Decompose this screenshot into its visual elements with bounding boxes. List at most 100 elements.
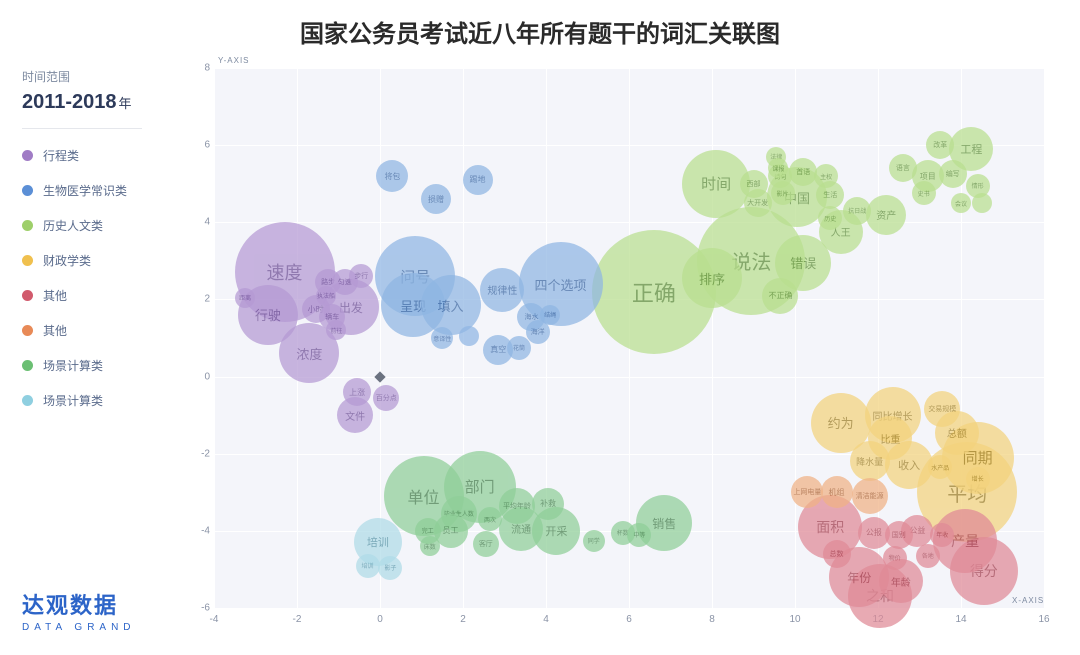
legend-item: 其他: [22, 287, 186, 304]
y-tick: -6: [196, 603, 210, 614]
bubble[interactable]: 各地: [916, 544, 940, 568]
bubble[interactable]: 将包: [376, 160, 408, 192]
legend-item: 场景计算类: [22, 392, 186, 409]
gridline-h: [214, 222, 1044, 223]
sidebar: 时间范围 2011-2018年 行程类生物医学常识类历史人文类财政学类其他其他场…: [0, 60, 186, 655]
bubble[interactable]: 客厅: [473, 531, 499, 557]
legend: 行程类生物医学常识类历史人文类财政学类其他其他场景计算类场景计算类: [22, 147, 186, 409]
bubble[interactable]: 影片: [771, 181, 795, 205]
bubble[interactable]: 抗日战: [843, 197, 871, 225]
legend-label: 其他: [43, 287, 67, 304]
bubble[interactable]: 国别: [885, 521, 913, 549]
bubble[interactable]: 总数: [823, 540, 851, 568]
bubble[interactable]: 课报: [768, 158, 788, 178]
legend-item: 财政学类: [22, 252, 186, 269]
bubble[interactable]: 花筒: [507, 336, 531, 360]
y-tick: 0: [196, 371, 210, 382]
bubble[interactable]: [459, 326, 479, 346]
time-range-label: 时间范围: [22, 68, 186, 85]
y-tick: 8: [196, 63, 210, 74]
bubble[interactable]: 会议: [951, 193, 971, 213]
bubble[interactable]: 降水量: [850, 441, 890, 481]
bubble[interactable]: 损赠: [421, 184, 451, 214]
gridline-v: [1044, 68, 1045, 608]
legend-label: 历史人文类: [43, 217, 103, 234]
gridline-h: [214, 608, 1044, 609]
x-axis-label: X-AXIS: [1012, 596, 1044, 605]
gridline-h: [214, 68, 1044, 69]
bubble[interactable]: 平均年龄: [499, 488, 535, 524]
bubble[interactable]: 执法船: [316, 286, 336, 306]
bubble[interactable]: 踢地: [463, 165, 493, 195]
main-layout: 时间范围 2011-2018年 行程类生物医学常识类历史人文类财政学类其他其他场…: [0, 60, 1080, 655]
bubble[interactable]: 资产: [866, 195, 906, 235]
bubble[interactable]: 大开发: [744, 189, 772, 217]
y-axis-label: Y-AXIS: [218, 56, 250, 65]
bubble[interactable]: 排序: [682, 248, 742, 308]
y-tick: -2: [196, 448, 210, 459]
bubble[interactable]: 百分点: [373, 385, 399, 411]
bubble[interactable]: 影子: [378, 556, 402, 580]
legend-item: 行程类: [22, 147, 186, 164]
legend-label: 生物医学常识类: [43, 182, 127, 199]
bubble[interactable]: 上网电量: [791, 476, 823, 508]
bubble[interactable]: 年收: [930, 523, 954, 547]
x-tick: 4: [543, 614, 549, 625]
bubble[interactable]: 前往: [326, 320, 346, 340]
legend-item: 生物医学常识类: [22, 182, 186, 199]
bubble[interactable]: 不正确: [762, 278, 798, 314]
bubble[interactable]: 物价: [883, 546, 907, 570]
bubble[interactable]: 同学: [583, 530, 605, 552]
y-tick: 2: [196, 294, 210, 305]
bubble[interactable]: 意译性: [431, 327, 453, 349]
legend-dot: [22, 395, 33, 406]
bubble[interactable]: [972, 193, 992, 213]
bubble[interactable]: 培训: [356, 554, 380, 578]
x-tick: 10: [789, 614, 800, 625]
legend-dot: [22, 325, 33, 336]
bubble[interactable]: 上涨: [343, 378, 371, 406]
y-tick: -4: [196, 525, 210, 536]
bubble[interactable]: 改革: [926, 131, 954, 159]
divider: [22, 128, 142, 129]
gridline-h: [214, 145, 1044, 146]
legend-label: 行程类: [43, 147, 79, 164]
bubble[interactable]: 清洁能源: [852, 478, 888, 514]
legend-dot: [22, 150, 33, 161]
legend-item: 其他: [22, 322, 186, 339]
bubble[interactable]: 补救: [532, 488, 564, 520]
legend-dot: [22, 185, 33, 196]
bubble[interactable]: 水产品: [928, 455, 952, 479]
gridline-h: [214, 377, 1044, 378]
bubble[interactable]: 增长: [966, 467, 990, 491]
bubble[interactable]: 两次: [478, 507, 502, 531]
bubble[interactable]: 语言: [889, 154, 917, 182]
bubble[interactable]: 距离: [235, 288, 255, 308]
x-tick: -4: [210, 614, 219, 625]
bubble[interactable]: 机组: [821, 476, 853, 508]
bubble[interactable]: 编写: [939, 160, 967, 188]
gridline-v: [795, 68, 796, 608]
bubble[interactable]: 交易规模: [924, 391, 960, 427]
legend-label: 财政学类: [43, 252, 91, 269]
bubble[interactable]: 主权: [814, 164, 838, 188]
chart-title: 国家公务员考试近八年所有题干的词汇关联图: [0, 0, 1080, 49]
bubble[interactable]: 床数: [420, 536, 440, 556]
bubble[interactable]: 史书: [912, 181, 936, 205]
x-tick: 16: [1038, 614, 1049, 625]
legend-label: 场景计算类: [43, 357, 103, 374]
y-tick: 4: [196, 217, 210, 228]
x-tick: 8: [709, 614, 715, 625]
brand-cn: 达观数据: [22, 588, 136, 620]
legend-dot: [22, 255, 33, 266]
bubble[interactable]: 步行: [349, 264, 373, 288]
bubble[interactable]: 中等: [627, 523, 651, 547]
legend-label: 场景计算类: [43, 392, 103, 409]
bubble[interactable]: 规律性: [480, 268, 524, 312]
legend-dot: [22, 290, 33, 301]
y-tick: 6: [196, 140, 210, 151]
bubble[interactable]: 首语: [789, 158, 817, 186]
bubble[interactable]: 结绳: [540, 305, 560, 325]
legend-label: 其他: [43, 322, 67, 339]
bubble[interactable]: 历史: [818, 206, 842, 230]
